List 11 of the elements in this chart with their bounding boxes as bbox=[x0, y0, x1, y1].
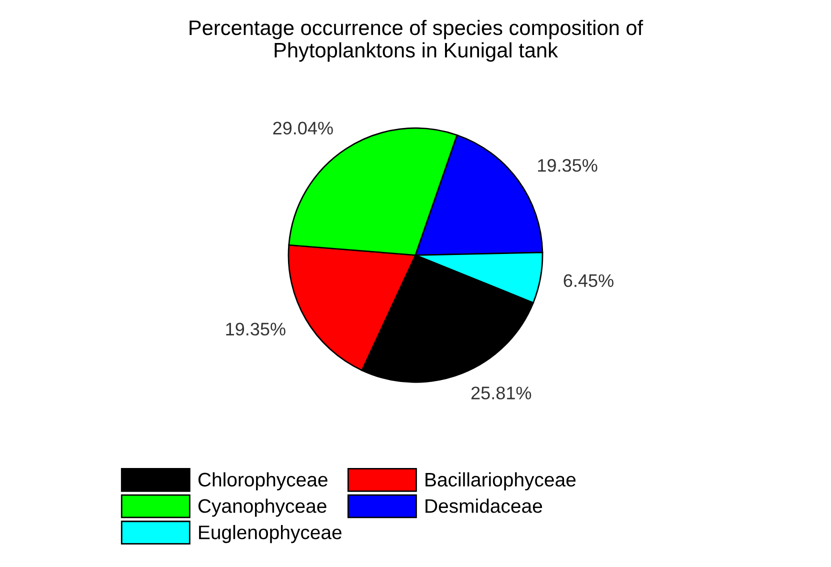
legend-label: Chlorophyceae bbox=[198, 472, 328, 490]
legend-label: Bacillariophyceae bbox=[426, 472, 576, 490]
legend-label: Euglenophyceae bbox=[199, 524, 342, 544]
legend-label: Desmidaceae bbox=[426, 498, 542, 513]
data-label: 19.35% bbox=[226, 322, 286, 336]
data-label: 19.35% bbox=[538, 159, 598, 172]
data-label: 29.04% bbox=[273, 122, 333, 135]
data-label: 6.45% bbox=[564, 274, 614, 288]
legend-label: Cyanophyceae bbox=[198, 498, 326, 517]
data-label: 25.81% bbox=[471, 386, 532, 400]
chart-title: Percentage occurrence of species composition of Phytoplanktons in Kunigal tank bbox=[190, 20, 644, 62]
